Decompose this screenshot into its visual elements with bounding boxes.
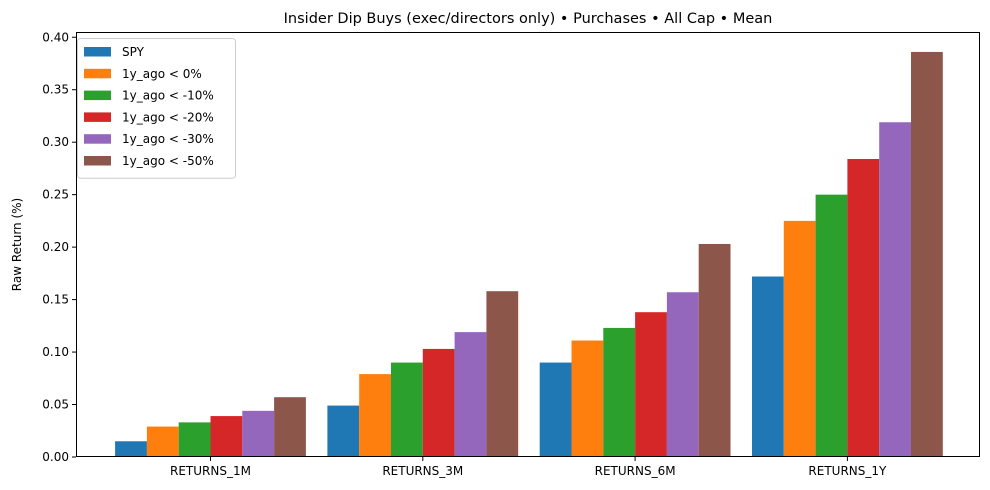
legend-label: SPY [122, 45, 145, 59]
y-tick-label: 0.10 [42, 345, 69, 359]
legend-swatch [84, 112, 111, 122]
bar-returns-1y-series-4 [879, 122, 911, 457]
y-tick-label: 0.15 [42, 293, 69, 307]
y-tick-label: 0.20 [42, 240, 69, 254]
legend-label: 1y_ago < -20% [122, 110, 214, 124]
bar-returns-6m-series-2 [603, 327, 636, 457]
y-tick-label: 0.25 [42, 188, 69, 202]
bar-returns-6m-series-3 [635, 312, 667, 457]
bar-returns-1y-series-5 [911, 51, 943, 457]
x-axis-ticks: RETURNS_1M RETURNS_3M RETURNS_6M RETURNS_1Y [170, 457, 887, 478]
bar-returns-6m-series-5 [698, 243, 731, 457]
bar-returns-3m-series-0 [327, 405, 360, 457]
bar-returns-6m-series-4 [666, 292, 699, 457]
bar-returns-3m-series-4 [454, 332, 487, 457]
x-tick-label: RETURNS_1M [170, 464, 251, 478]
y-tick-label: 0.00 [42, 450, 69, 464]
bar-returns-3m-series-1 [359, 374, 391, 457]
legend-swatch [84, 156, 111, 166]
legend-label: 1y_ago < -10% [122, 89, 214, 103]
bar-returns-3m-series-2 [391, 362, 423, 457]
bar-returns-1y-series-0 [752, 276, 784, 457]
legend-label: 1y_ago < -50% [122, 154, 214, 168]
legend-swatch [84, 134, 111, 144]
bar-returns-1y-series-3 [847, 158, 880, 458]
y-axis-ticks: 0.00 0.05 0.10 0.15 0.20 0.25 0.30 0.35 0.40 [42, 30, 76, 464]
legend: SPY 1y_ago < 0% 1y_ago < -10% 1y_ago < -20%… [77, 38, 236, 179]
x-tick-label: RETURNS_6M [595, 464, 676, 478]
chart-title: Insider Dip Buys (exec/directors only) •… [284, 11, 773, 27]
legend-swatch [84, 90, 111, 101]
bar-returns-6m-series-0 [539, 362, 572, 457]
bar-returns-1m-series-2 [178, 422, 211, 457]
bar-returns-3m-series-3 [422, 348, 455, 457]
legend-swatch [84, 47, 111, 57]
x-tick-label: RETURNS_3M [382, 464, 463, 478]
bar-returns-1m-series-1 [146, 426, 179, 457]
legend-label: 1y_ago < -30% [122, 132, 214, 146]
x-tick-label: RETURNS_1Y [808, 464, 887, 478]
plot-frame [76, 32, 980, 457]
legend-swatch [84, 68, 111, 79]
bar-returns-1m-series-4 [242, 410, 275, 457]
legend-label: 1y_ago < 0% [122, 67, 202, 81]
y-axis-label: Raw Return (%) [10, 198, 24, 291]
y-tick-label: 0.30 [42, 135, 69, 149]
bar-returns-1m-series-3 [210, 416, 243, 457]
y-tick-label: 0.40 [42, 30, 69, 44]
y-tick-label: 0.35 [42, 83, 69, 97]
y-tick-label: 0.05 [42, 398, 69, 412]
bars-layer [115, 51, 943, 458]
bar-returns-1m-series-0 [115, 441, 147, 457]
bar-returns-1m-series-5 [274, 397, 306, 457]
bar-returns-3m-series-5 [486, 291, 519, 457]
bar-returns-1y-series-1 [783, 220, 816, 457]
legend-box [77, 38, 236, 179]
bar-returns-6m-series-1 [571, 340, 604, 457]
bar-returns-1y-series-2 [815, 194, 848, 457]
